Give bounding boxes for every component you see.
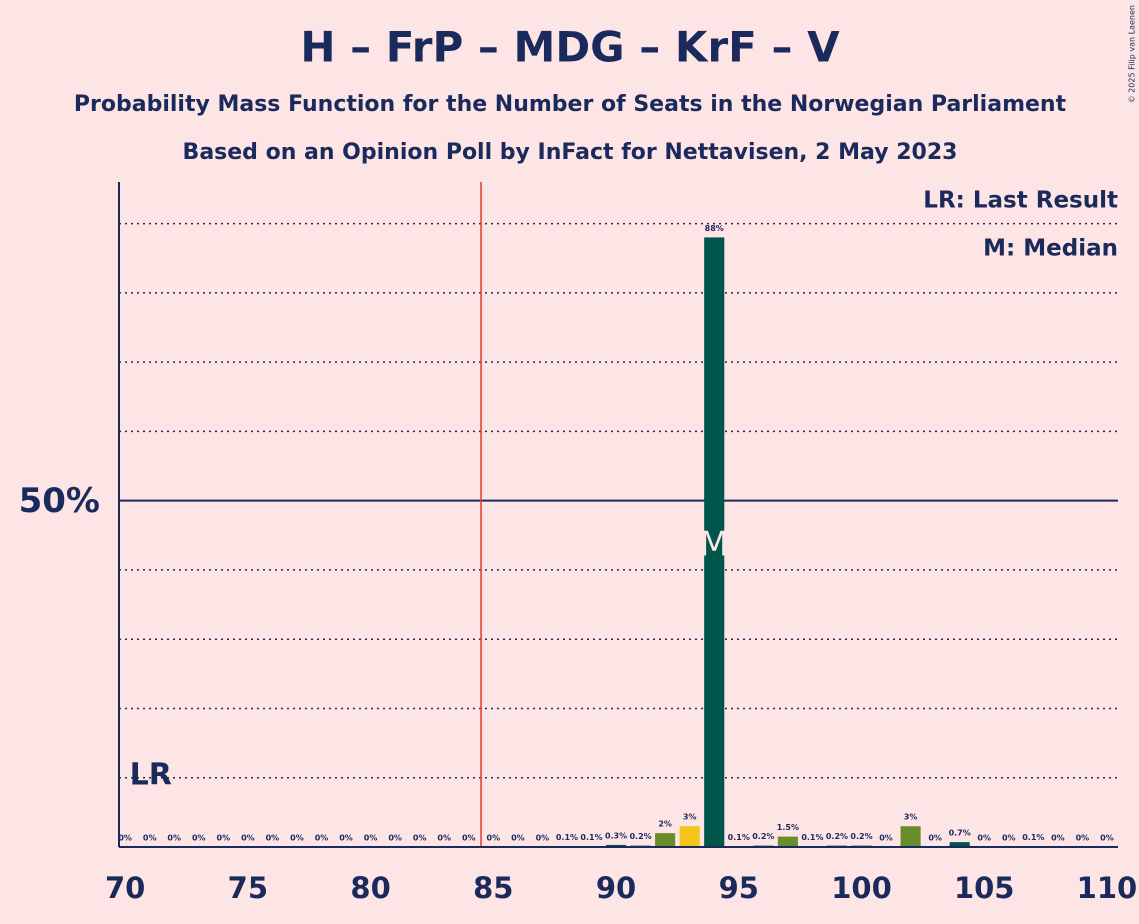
value-label: 0.2% <box>826 832 848 841</box>
value-label: 0% <box>977 834 991 843</box>
value-label: 0.2% <box>752 832 774 841</box>
x-tick-label: 95 <box>719 871 759 905</box>
value-label: 0% <box>928 834 942 843</box>
value-label: 88% <box>705 224 724 233</box>
legend-entry: M: Median <box>983 236 1118 262</box>
bar <box>777 836 798 847</box>
value-label: 0% <box>143 834 157 843</box>
value-label: 0% <box>167 834 181 843</box>
median-label: M <box>700 525 729 565</box>
chart-subtitle: Based on an Opinion Poll by InFact for N… <box>183 140 958 165</box>
value-label: 0% <box>388 834 402 843</box>
x-tick-label: 100 <box>831 871 892 905</box>
x-tick-label: 75 <box>228 871 268 905</box>
x-tick-label: 110 <box>1077 871 1138 905</box>
last-result-label: LR <box>130 758 172 793</box>
chart-title: H – FrP – MDG – KrF – V <box>300 23 840 72</box>
value-label: 0% <box>511 834 525 843</box>
bar <box>655 833 676 847</box>
legend-entry: LR: Last Result <box>923 188 1118 214</box>
value-label: 0% <box>315 834 329 843</box>
value-label: 0.2% <box>850 832 872 841</box>
value-label: 0% <box>879 834 893 843</box>
x-tick-label: 90 <box>596 871 636 905</box>
value-label: 0% <box>192 834 206 843</box>
bar <box>679 826 700 847</box>
value-label: 0.7% <box>949 829 971 838</box>
value-label: 0.1% <box>728 833 750 842</box>
value-label: 0% <box>1051 834 1065 843</box>
copyright: © 2025 Filip van Laenen <box>1128 5 1137 103</box>
bar <box>605 844 627 847</box>
value-label: 0% <box>217 834 231 843</box>
x-tick-label: 105 <box>954 871 1015 905</box>
value-label: 0% <box>241 834 255 843</box>
value-label: 3% <box>683 813 697 822</box>
value-label: 0.1% <box>801 833 823 842</box>
x-tick-label: 80 <box>350 871 390 905</box>
bar <box>949 842 970 847</box>
value-label: 0.1% <box>1022 833 1044 842</box>
value-label: 0% <box>462 834 476 843</box>
chart-subtitle: Probability Mass Function for the Number… <box>74 92 1067 117</box>
bar <box>900 826 921 847</box>
value-label: 0% <box>1076 834 1090 843</box>
x-tick-label: 85 <box>473 871 513 905</box>
value-label: 0% <box>339 834 353 843</box>
value-label: 0% <box>266 834 280 843</box>
value-label: 0% <box>290 834 304 843</box>
value-label: 0% <box>1100 834 1114 843</box>
value-label: 0.2% <box>629 832 651 841</box>
value-label: 0.3% <box>605 831 627 840</box>
y-tick-label: 50% <box>19 481 100 521</box>
value-label: 0% <box>437 834 451 843</box>
value-label: 3% <box>904 813 918 822</box>
value-label: 0.1% <box>556 833 578 842</box>
value-label: 0% <box>118 834 132 843</box>
value-label: 0% <box>1002 834 1016 843</box>
x-tick-label: 70 <box>105 871 145 905</box>
bar <box>704 237 725 847</box>
value-label: 0% <box>536 834 550 843</box>
value-label: 2% <box>658 820 672 829</box>
value-label: 0% <box>487 834 501 843</box>
value-label: 0% <box>413 834 427 843</box>
value-label: 0% <box>364 834 378 843</box>
value-label: 1.5% <box>777 823 799 832</box>
value-label: 0.1% <box>580 833 602 842</box>
